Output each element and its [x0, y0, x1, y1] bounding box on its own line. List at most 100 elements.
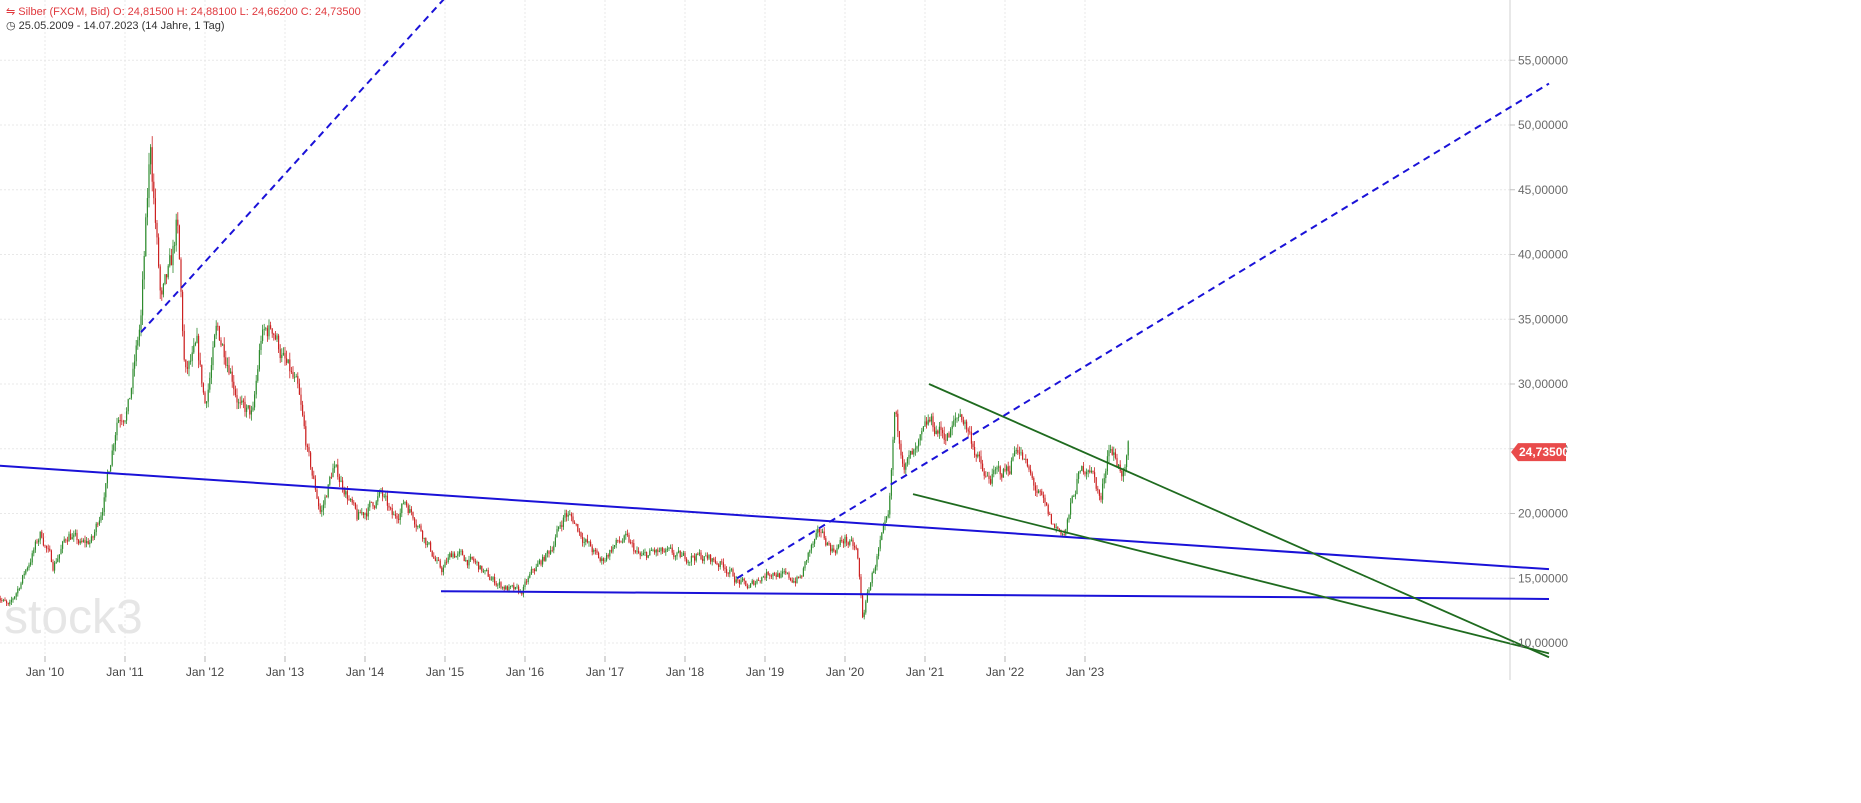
trendline-blue-dashed[interactable] — [140, 0, 565, 333]
candle-body — [1052, 523, 1054, 525]
candle-body — [751, 580, 753, 584]
candle-body — [12, 598, 14, 600]
watermark-logo: stock3 — [4, 591, 143, 644]
candle-body — [482, 571, 484, 572]
candle-body — [895, 412, 897, 414]
candle-body — [764, 576, 766, 579]
candle-body — [161, 290, 163, 295]
candle-body — [258, 350, 260, 370]
candle-body — [198, 335, 200, 361]
candle-body — [278, 335, 280, 350]
candle-body — [406, 501, 408, 506]
candle-body — [724, 567, 726, 570]
candle-body — [55, 561, 57, 563]
candle-body — [758, 579, 760, 581]
candle-body — [729, 570, 731, 574]
candle-body — [1010, 460, 1012, 474]
candle-body — [962, 420, 964, 424]
candle-body — [369, 501, 371, 508]
candle-body — [521, 591, 523, 595]
trendline-green-solid[interactable] — [912, 493, 1550, 655]
candle-body — [153, 181, 155, 199]
candle-body — [554, 537, 556, 546]
candle-body — [465, 560, 467, 562]
candle-body — [806, 559, 808, 562]
candle-body — [297, 376, 299, 384]
candle-body — [852, 539, 854, 546]
candle-body — [190, 360, 192, 362]
candle-body — [588, 541, 590, 543]
candle-body — [809, 550, 811, 553]
candle-body — [175, 219, 177, 246]
candle-body — [847, 542, 849, 545]
candle-body — [590, 541, 592, 547]
candle-body — [682, 552, 684, 556]
candle-body — [450, 553, 452, 558]
candle-body — [0, 598, 1, 601]
candle-body — [746, 586, 748, 589]
candle-body — [199, 360, 201, 365]
candle-body — [188, 361, 190, 369]
candle-body — [1041, 491, 1043, 496]
candle-body — [207, 389, 209, 402]
candle-body — [870, 583, 872, 591]
candle-body — [164, 274, 166, 284]
candle-body — [222, 344, 224, 346]
candle-body — [956, 417, 958, 419]
candle-body — [78, 540, 80, 544]
candle-body — [950, 428, 952, 438]
candle-body — [625, 533, 627, 536]
candle-body — [761, 577, 763, 582]
trendline-green-solid[interactable] — [928, 383, 1550, 659]
candle-body — [265, 328, 267, 330]
candle-body — [370, 501, 372, 503]
y-tick-label: 15,00000 — [1518, 571, 1568, 585]
candle-body — [334, 466, 336, 469]
candle-body — [255, 380, 257, 395]
candle-body — [41, 531, 43, 538]
x-tick-label: Jan '20 — [826, 665, 865, 679]
candle-body — [841, 540, 843, 542]
candle-body — [500, 582, 502, 588]
candle-body — [50, 550, 52, 562]
candle-body — [1073, 496, 1075, 498]
instrument-info: ⇋ Silber (FXCM, Bid) O: 24,81500 H: 24,8… — [6, 5, 361, 18]
candle-body — [193, 345, 195, 353]
candle-body — [1015, 449, 1017, 451]
candle-body — [1009, 471, 1011, 474]
candle-body — [783, 571, 785, 573]
candle-body — [646, 552, 648, 558]
x-tick-label: Jan '11 — [106, 665, 144, 679]
candle-body — [1030, 469, 1032, 474]
candle-body — [954, 418, 956, 421]
candle-body — [934, 427, 936, 434]
candle-body — [1025, 458, 1027, 460]
candle-body — [284, 352, 286, 359]
candle-body — [622, 541, 624, 543]
candle-body — [674, 556, 676, 558]
candle-body — [633, 543, 635, 552]
candle-body — [233, 381, 235, 390]
candle-body — [1022, 452, 1024, 459]
y-tick-label: 30,00000 — [1518, 377, 1568, 391]
trendline-blue-dashed[interactable] — [736, 82, 1550, 580]
candle-body — [28, 564, 30, 568]
candle-body — [87, 541, 89, 545]
candle-body — [230, 371, 232, 374]
x-tick-label: Jan '16 — [506, 665, 545, 679]
candle-body — [812, 543, 814, 545]
candle-body — [426, 543, 428, 545]
candle-body — [182, 291, 184, 332]
trendline-blue-solid[interactable] — [0, 464, 1550, 571]
trendline-blue-solid[interactable] — [440, 590, 1550, 600]
candle-body — [14, 596, 16, 599]
candle-body — [441, 567, 443, 573]
candle-body — [303, 415, 305, 427]
candle-body — [929, 419, 931, 422]
last-price-badge: 24,73500 — [1511, 443, 1569, 462]
candle-body — [607, 555, 609, 557]
candle-body — [313, 475, 315, 479]
candle-body — [486, 570, 488, 571]
candle-body — [348, 499, 350, 501]
